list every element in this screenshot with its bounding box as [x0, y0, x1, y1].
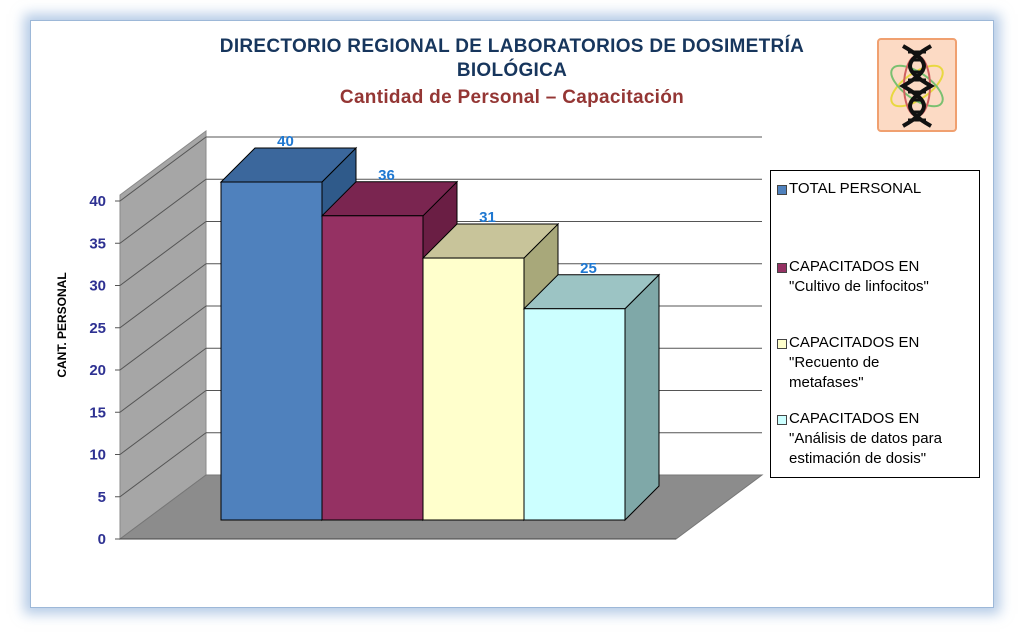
y-tick-label: 15: [89, 404, 106, 421]
legend-swatch: [777, 263, 787, 273]
bar: [522, 273, 661, 522]
dna-logo: [877, 38, 957, 132]
gridline-side: [119, 178, 207, 244]
chart-subtitle: Cantidad de Personal – Capacitación: [339, 87, 685, 108]
gridline-side: [119, 305, 207, 371]
bars: [219, 146, 661, 522]
chart-title-line-2: BIOLÓGICA: [456, 60, 568, 81]
bar-front: [321, 215, 424, 521]
dna-icon: [890, 44, 944, 128]
y-tick-label: 0: [98, 531, 106, 548]
y-tick-label: 25: [89, 320, 106, 337]
data-labels: 40 36 31 25: [277, 133, 597, 277]
y-tick-label: 30: [89, 278, 106, 295]
gridline-side: [119, 136, 207, 202]
legend-label: TOTAL PERSONAL: [789, 180, 922, 197]
gridline-side: [119, 221, 207, 286]
legend-swatch: [777, 185, 787, 195]
data-label: 25: [580, 260, 597, 277]
legend-label: CAPACITADOS EN "Cultivo de linfocitos": [789, 258, 929, 295]
y-tick-label: 20: [89, 362, 106, 379]
gridline-side: [119, 432, 207, 498]
legend-swatch: [777, 339, 787, 349]
y-axis-label: CANT. PERSONAL: [55, 272, 69, 377]
bar-side: [624, 273, 660, 522]
side-wall: [119, 130, 207, 540]
bar-front: [523, 308, 626, 521]
y-tick-label: 35: [89, 235, 106, 252]
legend-label: CAPACITADOS EN "Análisis de datos para est…: [789, 410, 942, 467]
data-label: 40: [277, 133, 294, 150]
gridline-side: [119, 347, 207, 413]
bar-front: [220, 181, 323, 521]
data-label: 36: [378, 167, 395, 184]
gridline-side: [119, 263, 207, 329]
legend-label: CAPACITADOS EN "Recuento de metafases": [789, 334, 920, 391]
legend: TOTAL PERSONAL CAPACITADOS EN "Cultivo de …: [770, 170, 980, 478]
y-tick-label: 40: [89, 193, 106, 210]
y-tick-label: 5: [98, 489, 106, 506]
y-axis: 0 5 10 15 20 25 30 35 40: [89, 193, 120, 548]
chart-title: DIRECTORIO REGIONAL DE LABORATORIOS DE D…: [219, 36, 805, 57]
y-tick-label: 10: [89, 447, 106, 464]
legend-swatch: [777, 415, 787, 425]
bar-front: [422, 257, 525, 521]
gridline-side: [119, 390, 207, 455]
data-label: 31: [479, 209, 496, 226]
